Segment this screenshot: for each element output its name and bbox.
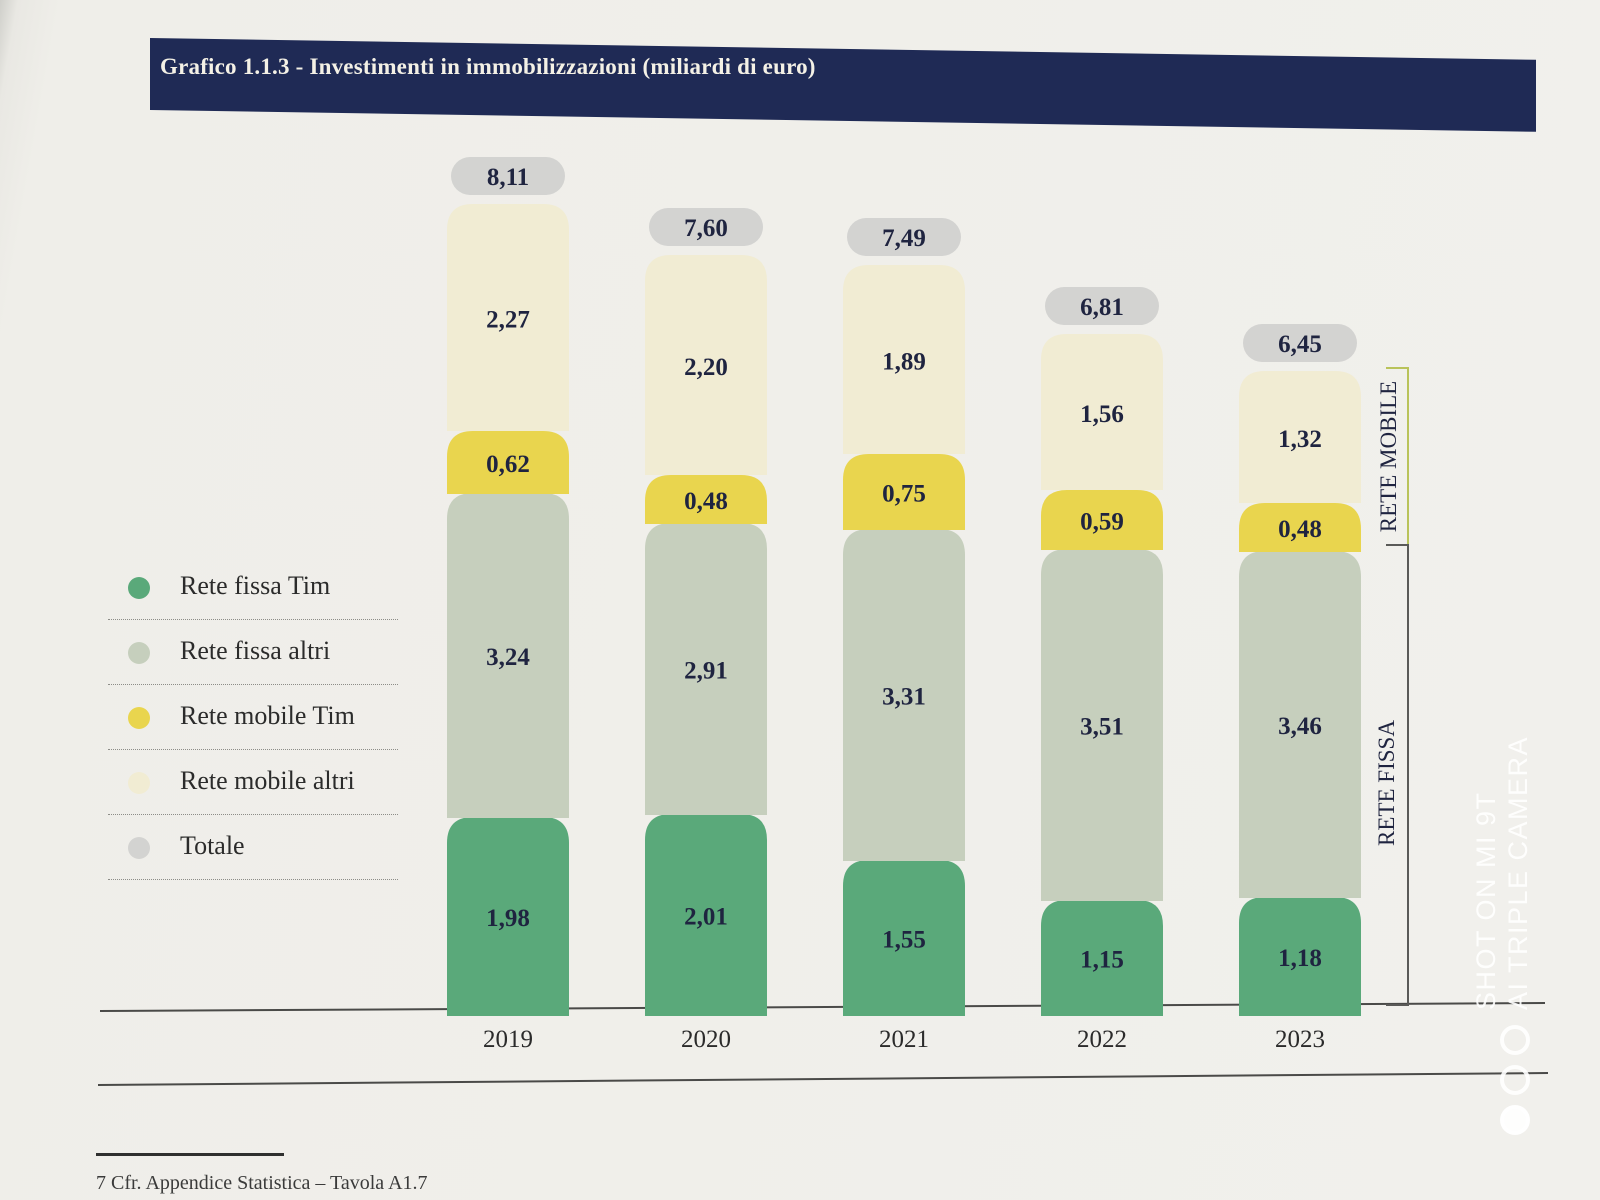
chart-title: Grafico 1.1.3 - Investimenti in immobili… xyxy=(160,54,816,79)
data-label-rete-fissa-tim-2019: 1,98 xyxy=(486,905,530,932)
bar-rete-fissa-altri-2020 xyxy=(645,523,767,815)
legend-label: Rete mobile Tim xyxy=(180,701,355,730)
bar-rete-mobile-altri-2020 xyxy=(645,255,767,475)
bar-rete-fissa-altri-2022 xyxy=(1041,549,1163,901)
total-pill-2022 xyxy=(1045,287,1159,325)
x-tick-label-2019: 2019 xyxy=(483,1026,533,1053)
data-label-rete-mobile-altri-2022: 1,56 xyxy=(1080,401,1124,428)
total-pill-2023 xyxy=(1243,324,1357,362)
x-tick-label-2023: 2023 xyxy=(1275,1026,1325,1053)
bar-rete-mobile-tim-2023 xyxy=(1239,503,1361,552)
x-tick-label-2020: 2020 xyxy=(681,1026,731,1053)
data-label-rete-mobile-tim-2019: 0,62 xyxy=(486,451,530,478)
bar-rete-fissa-altri-2019 xyxy=(447,493,569,818)
legend-item-totale: Totale xyxy=(108,815,398,880)
bar-rete-fissa-tim-2023 xyxy=(1239,897,1361,1016)
legend-swatch xyxy=(128,642,150,664)
data-label-rete-mobile-tim-2020: 0,48 xyxy=(684,488,728,515)
bar-rete-fissa-altri-2021 xyxy=(843,529,965,861)
watermark-dot-icon xyxy=(1500,1025,1530,1055)
legend-swatch xyxy=(128,707,150,729)
bar-rete-mobile-tim-2020 xyxy=(645,475,767,524)
legend: Rete fissa Tim Rete fissa altri Rete mob… xyxy=(108,555,398,880)
x-tick-label-2021: 2021 xyxy=(879,1026,929,1053)
bar-rete-mobile-altri-2022 xyxy=(1041,334,1163,490)
total-label-2019: 8,11 xyxy=(487,164,529,191)
data-label-rete-mobile-altri-2019: 2,27 xyxy=(486,307,530,334)
data-label-rete-fissa-altri-2022: 3,51 xyxy=(1080,714,1124,741)
legend-label: Rete mobile altri xyxy=(180,766,355,795)
total-label-2022: 6,81 xyxy=(1080,294,1124,321)
bracket-label-rete-fissa: RETE FISSA xyxy=(1374,720,1399,846)
total-label-2020: 7,60 xyxy=(684,215,728,242)
bar-rete-mobile-altri-2019 xyxy=(447,204,569,431)
data-label-rete-fissa-altri-2020: 2,91 xyxy=(684,658,728,685)
legend-item-rete-mobile-tim: Rete mobile Tim xyxy=(108,685,398,750)
bar-rete-fissa-tim-2019 xyxy=(447,817,569,1016)
data-label-rete-mobile-tim-2023: 0,48 xyxy=(1278,516,1322,543)
data-label-rete-fissa-tim-2022: 1,15 xyxy=(1080,947,1124,974)
bar-rete-fissa-tim-2021 xyxy=(843,860,965,1016)
data-label-rete-fissa-altri-2019: 3,24 xyxy=(486,644,530,671)
watermark-dots xyxy=(1500,1025,1530,1145)
data-label-rete-mobile-tim-2022: 0,59 xyxy=(1080,509,1124,536)
legend-item-rete-fissa-tim: Rete fissa Tim xyxy=(108,555,398,620)
total-label-2021: 7,49 xyxy=(882,225,926,252)
data-label-rete-fissa-tim-2021: 1,55 xyxy=(882,927,926,954)
data-label-rete-fissa-tim-2023: 1,18 xyxy=(1278,945,1322,972)
legend-swatch xyxy=(128,577,150,599)
watermark-line-1: SHOT ON MI 9T xyxy=(1471,791,1501,1010)
legend-swatch xyxy=(128,772,150,794)
bracket-rete-fissa xyxy=(1386,544,1409,1006)
data-label-rete-fissa-tim-2020: 2,01 xyxy=(684,904,728,931)
legend-swatch xyxy=(128,837,150,859)
camera-watermark: SHOT ON MI 9T AI TRIPLE CAMERA xyxy=(1470,736,1534,1010)
legend-item-rete-fissa-altri: Rete fissa altri xyxy=(108,620,398,685)
legend-label: Rete fissa altri xyxy=(180,636,331,665)
data-label-rete-mobile-tim-2021: 0,75 xyxy=(882,481,926,508)
bar-rete-mobile-altri-2021 xyxy=(843,265,965,454)
watermark-line-2: AI TRIPLE CAMERA xyxy=(1503,735,1533,1010)
total-pill-2019 xyxy=(451,157,565,195)
bar-rete-mobile-tim-2021 xyxy=(843,454,965,530)
data-label-rete-fissa-altri-2021: 3,31 xyxy=(882,684,926,711)
legend-label: Totale xyxy=(180,831,245,860)
chart-bottom-rule xyxy=(97,1072,1549,1086)
data-label-rete-fissa-altri-2023: 3,46 xyxy=(1278,713,1322,740)
bar-rete-mobile-tim-2019 xyxy=(447,431,569,494)
bar-rete-fissa-tim-2022 xyxy=(1041,900,1163,1016)
data-label-rete-mobile-altri-2021: 1,89 xyxy=(882,349,926,376)
total-pill-2021 xyxy=(847,218,961,256)
bar-rete-mobile-altri-2023 xyxy=(1239,371,1361,503)
total-label-2023: 6,45 xyxy=(1278,331,1322,358)
footnote: 7 Cfr. Appendice Statistica – Tavola A1.… xyxy=(96,1172,428,1194)
legend-item-rete-mobile-altri: Rete mobile altri xyxy=(108,750,398,815)
bar-rete-fissa-tim-2020 xyxy=(645,814,767,1016)
data-label-rete-mobile-altri-2023: 1,32 xyxy=(1278,426,1322,453)
footnote-divider xyxy=(96,1153,284,1156)
watermark-dot-icon xyxy=(1500,1065,1530,1095)
bracket-label-rete-mobile: RETE MOBILE xyxy=(1376,381,1401,532)
bar-rete-mobile-tim-2022 xyxy=(1041,490,1163,550)
total-pill-2020 xyxy=(649,208,763,246)
watermark-dot-icon xyxy=(1500,1105,1530,1135)
legend-label: Rete fissa Tim xyxy=(180,571,331,600)
bar-rete-fissa-altri-2023 xyxy=(1239,551,1361,898)
data-label-rete-mobile-altri-2020: 2,20 xyxy=(684,354,728,381)
x-tick-label-2022: 2022 xyxy=(1077,1026,1127,1053)
